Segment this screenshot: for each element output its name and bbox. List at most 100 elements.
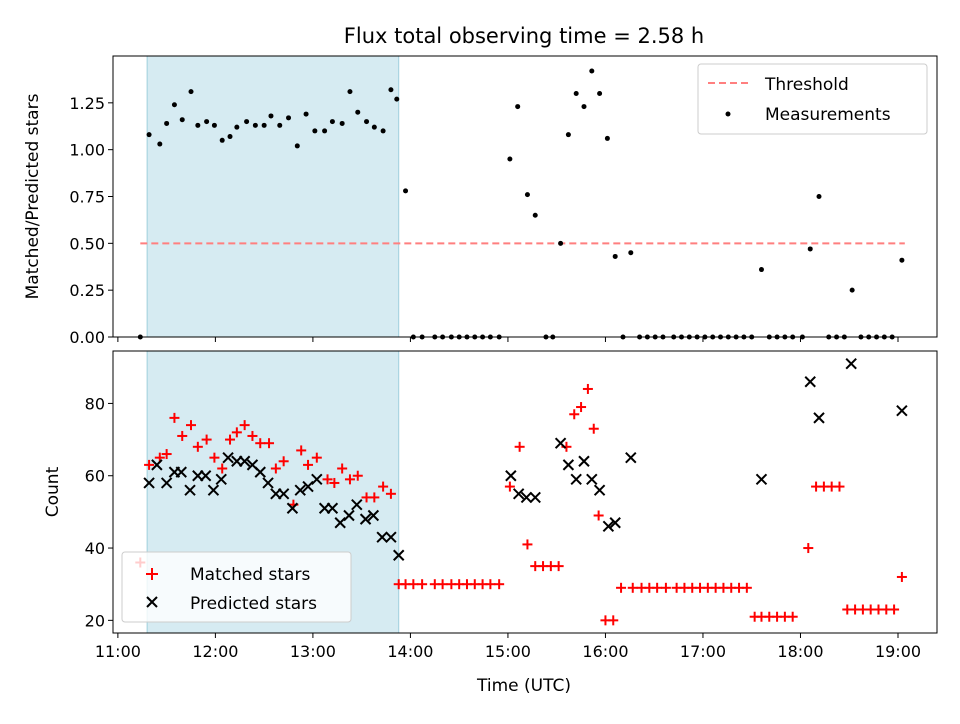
measurement-point: [532, 212, 538, 218]
matched-star-point: [144, 459, 155, 470]
bot-xtick-label: 16:00: [582, 642, 628, 661]
matched-legend-label: Matched stars: [190, 565, 310, 585]
predicted-star-point: [334, 517, 346, 529]
top-ytick-label: 0.75: [69, 188, 105, 207]
predicted-legend-label: Predicted stars: [190, 594, 317, 614]
predicted-star-point: [896, 404, 908, 417]
matched-star-point: [494, 579, 505, 590]
bot-xtick-label: 14:00: [387, 642, 433, 661]
figure-title: Flux total observing time = 2.58 h: [344, 24, 704, 48]
top-ylabel: Matched/Predicted stars: [23, 93, 43, 299]
top-legend: Threshold Measurements: [697, 63, 928, 135]
predicted-star-point: [199, 470, 212, 482]
matched-star-point: [803, 543, 814, 554]
predicted-star-point: [845, 357, 857, 370]
predicted-star-point: [160, 477, 173, 489]
measurement-point: [252, 122, 258, 128]
predicted-star-point: [294, 484, 306, 496]
matched-star-point: [322, 474, 333, 485]
matched-star-point: [296, 445, 307, 456]
matched-star-point: [303, 459, 314, 470]
bottom-panel: 20 40 60 80 11:00 12:00 13:00 14:00 15:00 16:00 1…: [43, 350, 938, 696]
measurement-point: [204, 119, 210, 125]
bot-xtick-label: 18:00: [777, 642, 823, 661]
measurement-point: [227, 134, 233, 140]
measurement-point: [339, 120, 345, 126]
measurement-point: [157, 141, 163, 147]
predicted-star-point: [570, 473, 582, 486]
bot-xtick-label: 12:00: [192, 642, 238, 661]
bottom-ylabel: Count: [43, 466, 63, 517]
matched-star-point: [352, 470, 363, 481]
measurement-point: [597, 90, 603, 96]
measurement-point: [171, 102, 177, 108]
predicted-star-point: [529, 491, 541, 504]
measurement-point: [261, 122, 267, 128]
matched-star-point: [652, 582, 663, 593]
predicted-star-point: [302, 480, 314, 493]
predicted-star-point: [326, 502, 339, 514]
bot-ytick-label: 80: [85, 394, 105, 413]
matched-star-point: [247, 430, 258, 441]
predicted-star-point: [222, 451, 234, 464]
predicted-star-point: [578, 455, 590, 467]
predicted-star-point: [385, 531, 397, 543]
matched-star-point: [417, 579, 428, 590]
measurements-legend-label: Measurements: [765, 105, 891, 125]
matched-star-point: [186, 420, 197, 431]
measurement-point: [312, 128, 318, 134]
top-panel: 0.00 0.25 0.50 0.75 1.00 1.25 Matched/Predict…: [23, 55, 938, 347]
measurement-point: [816, 194, 822, 199]
matched-star-point: [437, 579, 448, 590]
matched-star-point: [161, 449, 172, 460]
matched-star-point: [569, 409, 580, 420]
predicted-star-point: [143, 477, 155, 489]
predicted-star-point: [609, 517, 621, 529]
matched-star-point: [311, 452, 322, 463]
predicted-star-point: [277, 488, 290, 500]
matched-star-point: [485, 579, 496, 590]
bot-ytick-label: 60: [85, 467, 105, 486]
matched-star-point: [344, 474, 355, 485]
predicted-star-point: [367, 509, 380, 522]
predicted-star-point: [505, 470, 517, 482]
bottom-xlabel: Time (UTC): [476, 676, 571, 696]
predicted-star-point: [175, 466, 187, 478]
predicted-star-point: [184, 484, 196, 496]
predicted-star-point: [151, 459, 163, 471]
measurements-legend-swatch: [725, 111, 731, 117]
predicted-star-point: [376, 531, 388, 543]
top-ytick-label: 0.25: [69, 281, 105, 300]
bot-ytick-label: 20: [85, 611, 105, 630]
matched-star-point: [627, 582, 638, 593]
matched-legend-swatch: [146, 568, 158, 580]
bottom-legend-box: [121, 551, 352, 623]
matched-star-point: [270, 463, 281, 474]
measurement-point: [219, 137, 225, 143]
predicted-star-point: [554, 437, 567, 449]
predicted-star-point: [520, 491, 533, 504]
matched-star-point: [834, 481, 845, 492]
matched-star-point: [616, 582, 627, 593]
top-legend-box: [697, 63, 928, 135]
predicted-star-point: [207, 484, 220, 496]
measurement-point: [899, 257, 905, 263]
matched-star-point: [217, 463, 228, 474]
measurement-point: [211, 122, 217, 128]
matched-star-point: [576, 402, 587, 413]
measurement-point: [558, 240, 564, 246]
bottom-legend: Matched stars Predicted stars: [121, 551, 352, 623]
bot-xtick-label: 17:00: [680, 642, 726, 661]
threshold-legend-label: Threshold: [764, 75, 849, 95]
measurement-point: [329, 119, 335, 125]
matched-star-point: [522, 539, 533, 550]
matched-star-point: [608, 615, 619, 626]
matched-star-point: [378, 481, 389, 492]
predicted-star-point: [393, 549, 405, 561]
measurement-point: [604, 135, 610, 141]
predicted-star-point: [625, 451, 637, 464]
measurement-point: [565, 132, 571, 138]
matched-star-point: [231, 427, 242, 438]
matched-star-point: [588, 423, 599, 434]
